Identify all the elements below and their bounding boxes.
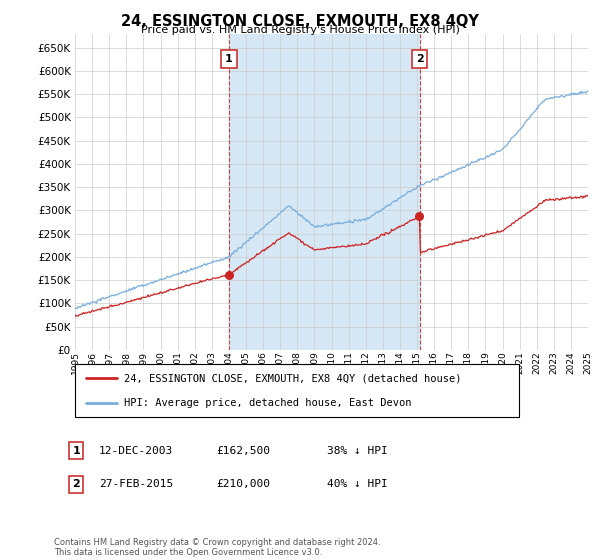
Text: HPI: Average price, detached house, East Devon: HPI: Average price, detached house, East… <box>124 398 412 408</box>
Text: 2: 2 <box>73 479 80 489</box>
Point <box>415 212 424 221</box>
Text: £162,500: £162,500 <box>216 446 270 456</box>
Text: 40% ↓ HPI: 40% ↓ HPI <box>327 479 388 489</box>
Text: Price paid vs. HM Land Registry's House Price Index (HPI): Price paid vs. HM Land Registry's House … <box>140 25 460 35</box>
Text: 12-DEC-2003: 12-DEC-2003 <box>99 446 173 456</box>
Text: 1: 1 <box>73 446 80 456</box>
Text: 24, ESSINGTON CLOSE, EXMOUTH, EX8 4QY (detached house): 24, ESSINGTON CLOSE, EXMOUTH, EX8 4QY (d… <box>124 374 461 384</box>
Text: Contains HM Land Registry data © Crown copyright and database right 2024.
This d: Contains HM Land Registry data © Crown c… <box>54 538 380 557</box>
Text: 24, ESSINGTON CLOSE, EXMOUTH, EX8 4QY: 24, ESSINGTON CLOSE, EXMOUTH, EX8 4QY <box>121 14 479 29</box>
Text: 2: 2 <box>416 54 424 64</box>
Text: 27-FEB-2015: 27-FEB-2015 <box>99 479 173 489</box>
Text: £210,000: £210,000 <box>216 479 270 489</box>
Point <box>224 270 234 279</box>
Text: 38% ↓ HPI: 38% ↓ HPI <box>327 446 388 456</box>
Bar <box>229 34 420 350</box>
Text: 1: 1 <box>225 54 233 64</box>
